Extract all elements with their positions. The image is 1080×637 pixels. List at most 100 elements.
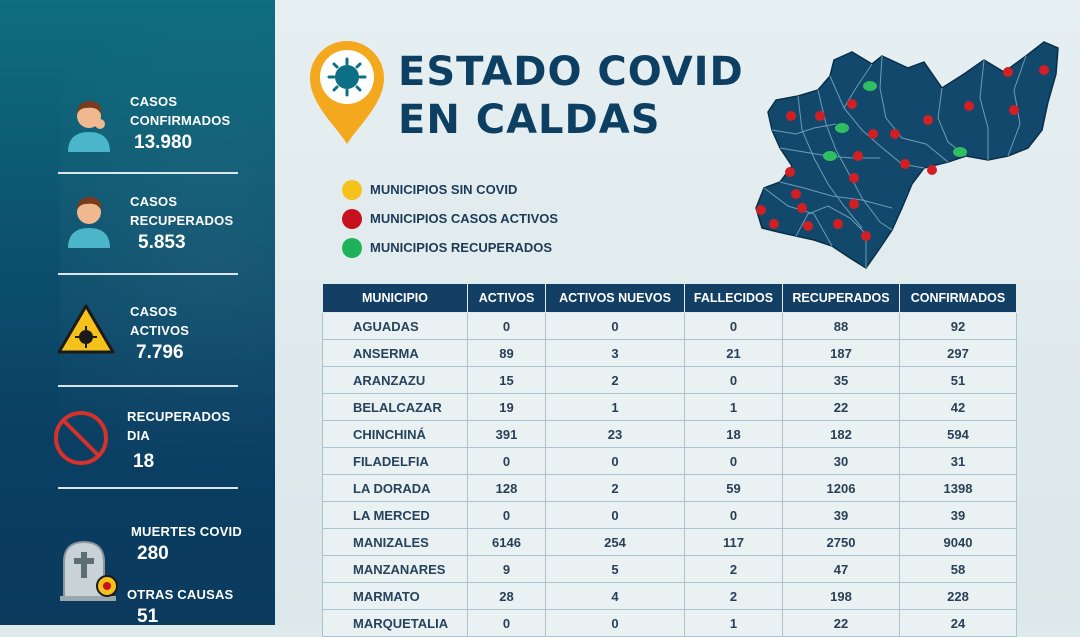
recovered-label-1: CASOS bbox=[130, 194, 178, 209]
other-causes-stat: OTRAS CAUSAS 51 bbox=[127, 585, 233, 625]
active-label-1: CASOS bbox=[130, 304, 178, 319]
value-cell: 1 bbox=[684, 609, 783, 637]
value-cell: 18 bbox=[684, 420, 783, 448]
value-cell: 391 bbox=[467, 420, 546, 448]
divider bbox=[58, 273, 238, 275]
municipality-cell: BELALCAZAR bbox=[322, 393, 468, 421]
value-cell: 23 bbox=[545, 420, 685, 448]
value-cell: 128 bbox=[467, 474, 546, 502]
legend-label: MUNICIPIOS SIN COVID bbox=[370, 182, 518, 197]
value-cell: 254 bbox=[545, 528, 685, 556]
value-cell: 0 bbox=[467, 447, 546, 475]
municipality-cell: MARMATO bbox=[322, 582, 468, 610]
value-cell: 2 bbox=[545, 474, 685, 502]
value-cell: 9 bbox=[467, 555, 546, 583]
value-cell: 2 bbox=[684, 555, 783, 583]
table-header-row: MUNICIPIO ACTIVOS ACTIVOS NUEVOS FALLECI… bbox=[322, 283, 1017, 313]
value-cell: 0 bbox=[684, 312, 783, 340]
municipality-cell: ANSERMA bbox=[322, 339, 468, 367]
value-cell: 42 bbox=[899, 393, 1017, 421]
municipality-cell: LA MERCED bbox=[322, 501, 468, 529]
map-legend: MUNICIPIOS SIN COVID MUNICIPIOS CASOS AC… bbox=[342, 175, 558, 262]
confirmed-value: 13.980 bbox=[134, 132, 193, 153]
value-cell: 0 bbox=[684, 366, 783, 394]
recovered-stat: CASOS RECUPERADOS 5.853 bbox=[130, 192, 233, 254]
value-cell: 6146 bbox=[467, 528, 546, 556]
column-header: ACTIVOS NUEVOS bbox=[545, 283, 685, 313]
value-cell: 21 bbox=[684, 339, 783, 367]
title-line-2: EN CALDAS bbox=[398, 97, 661, 143]
divider bbox=[58, 487, 238, 489]
title-line-1: ESTADO COVID bbox=[398, 49, 744, 95]
column-header: ACTIVOS bbox=[467, 283, 546, 313]
caldas-map bbox=[755, 41, 1059, 270]
value-cell: 51 bbox=[899, 366, 1017, 394]
value-cell: 182 bbox=[782, 420, 900, 448]
recovered-day-value: 18 bbox=[133, 451, 155, 472]
recovered-day-label-1: RECUPERADOS bbox=[127, 409, 231, 424]
value-cell: 58 bbox=[899, 555, 1017, 583]
value-cell: 88 bbox=[782, 312, 900, 340]
value-cell: 92 bbox=[899, 312, 1017, 340]
column-header: RECUPERADOS bbox=[782, 283, 900, 313]
person-coughing-icon bbox=[68, 101, 110, 152]
value-cell: 30 bbox=[782, 447, 900, 475]
covid-municipality-table: MUNICIPIO ACTIVOS ACTIVOS NUEVOS FALLECI… bbox=[322, 283, 1017, 637]
value-cell: 35 bbox=[782, 366, 900, 394]
table-row: CHINCHINÁ 391 23 18 182 594 bbox=[322, 420, 1017, 448]
value-cell: 0 bbox=[545, 501, 685, 529]
page-title: ESTADO COVID EN CALDAS bbox=[398, 48, 744, 144]
legend-green-dot bbox=[342, 237, 362, 258]
column-header: FALLECIDOS bbox=[684, 283, 783, 313]
active-label-2: ACTIVOS bbox=[130, 323, 190, 338]
table-row: ARANZAZU 15 2 0 35 51 bbox=[322, 366, 1017, 394]
municipality-cell: MANZANARES bbox=[322, 555, 468, 583]
table-row: MANZANARES 9 5 2 47 58 bbox=[322, 555, 1017, 583]
value-cell: 1 bbox=[545, 393, 685, 421]
value-cell: 89 bbox=[467, 339, 546, 367]
table-row: LA MERCED 0 0 0 39 39 bbox=[322, 501, 1017, 529]
value-cell: 0 bbox=[545, 609, 685, 637]
prohibited-icon bbox=[54, 411, 108, 465]
legend-yellow-dot bbox=[342, 179, 362, 200]
other-causes-label: OTRAS CAUSAS bbox=[127, 587, 234, 602]
value-cell: 0 bbox=[467, 312, 546, 340]
deaths-label: MUERTES COVID bbox=[131, 524, 242, 539]
value-cell: 2 bbox=[684, 582, 783, 610]
value-cell: 2 bbox=[545, 366, 685, 394]
value-cell: 15 bbox=[467, 366, 546, 394]
table-row: MARQUETALIA 0 0 1 22 24 bbox=[322, 609, 1017, 637]
value-cell: 9040 bbox=[899, 528, 1017, 556]
municipality-cell: MARQUETALIA bbox=[322, 609, 468, 637]
value-cell: 0 bbox=[545, 312, 685, 340]
value-cell: 594 bbox=[899, 420, 1017, 448]
value-cell: 187 bbox=[782, 339, 900, 367]
legend-label: MUNICIPIOS RECUPERADOS bbox=[370, 240, 553, 255]
legend-red-dot bbox=[342, 208, 362, 229]
recovered-day-stat: RECUPERADOS DIA 18 bbox=[127, 407, 230, 473]
column-header: MUNICIPIO bbox=[322, 283, 468, 313]
table-row: MANIZALES 6146 254 117 2750 9040 bbox=[322, 528, 1017, 556]
value-cell: 3 bbox=[545, 339, 685, 367]
deaths-stat: MUERTES COVID 280 bbox=[131, 522, 242, 565]
value-cell: 297 bbox=[899, 339, 1017, 367]
legend-item: MUNICIPIOS CASOS ACTIVOS bbox=[342, 204, 558, 233]
value-cell: 0 bbox=[684, 447, 783, 475]
municipality-cell: MANIZALES bbox=[322, 528, 468, 556]
value-cell: 0 bbox=[467, 501, 546, 529]
table-row: BELALCAZAR 19 1 1 22 42 bbox=[322, 393, 1017, 421]
municipality-cell: LA DORADA bbox=[322, 474, 468, 502]
value-cell: 228 bbox=[899, 582, 1017, 610]
person-recovered-icon bbox=[68, 197, 110, 248]
confirmed-label-2: CONFIRMADOS bbox=[130, 113, 231, 128]
recovered-value: 5.853 bbox=[138, 232, 186, 253]
confirmed-label-1: CASOS bbox=[130, 94, 178, 109]
table-row: AGUADAS 0 0 0 88 92 bbox=[322, 312, 1017, 340]
confirmed-stat: CASOS CONFIRMADOS 13.980 bbox=[130, 92, 230, 154]
value-cell: 24 bbox=[899, 609, 1017, 637]
value-cell: 19 bbox=[467, 393, 546, 421]
value-cell: 31 bbox=[899, 447, 1017, 475]
table-row: FILADELFIA 0 0 0 30 31 bbox=[322, 447, 1017, 475]
value-cell: 5 bbox=[545, 555, 685, 583]
table-row: ANSERMA 89 3 21 187 297 bbox=[322, 339, 1017, 367]
